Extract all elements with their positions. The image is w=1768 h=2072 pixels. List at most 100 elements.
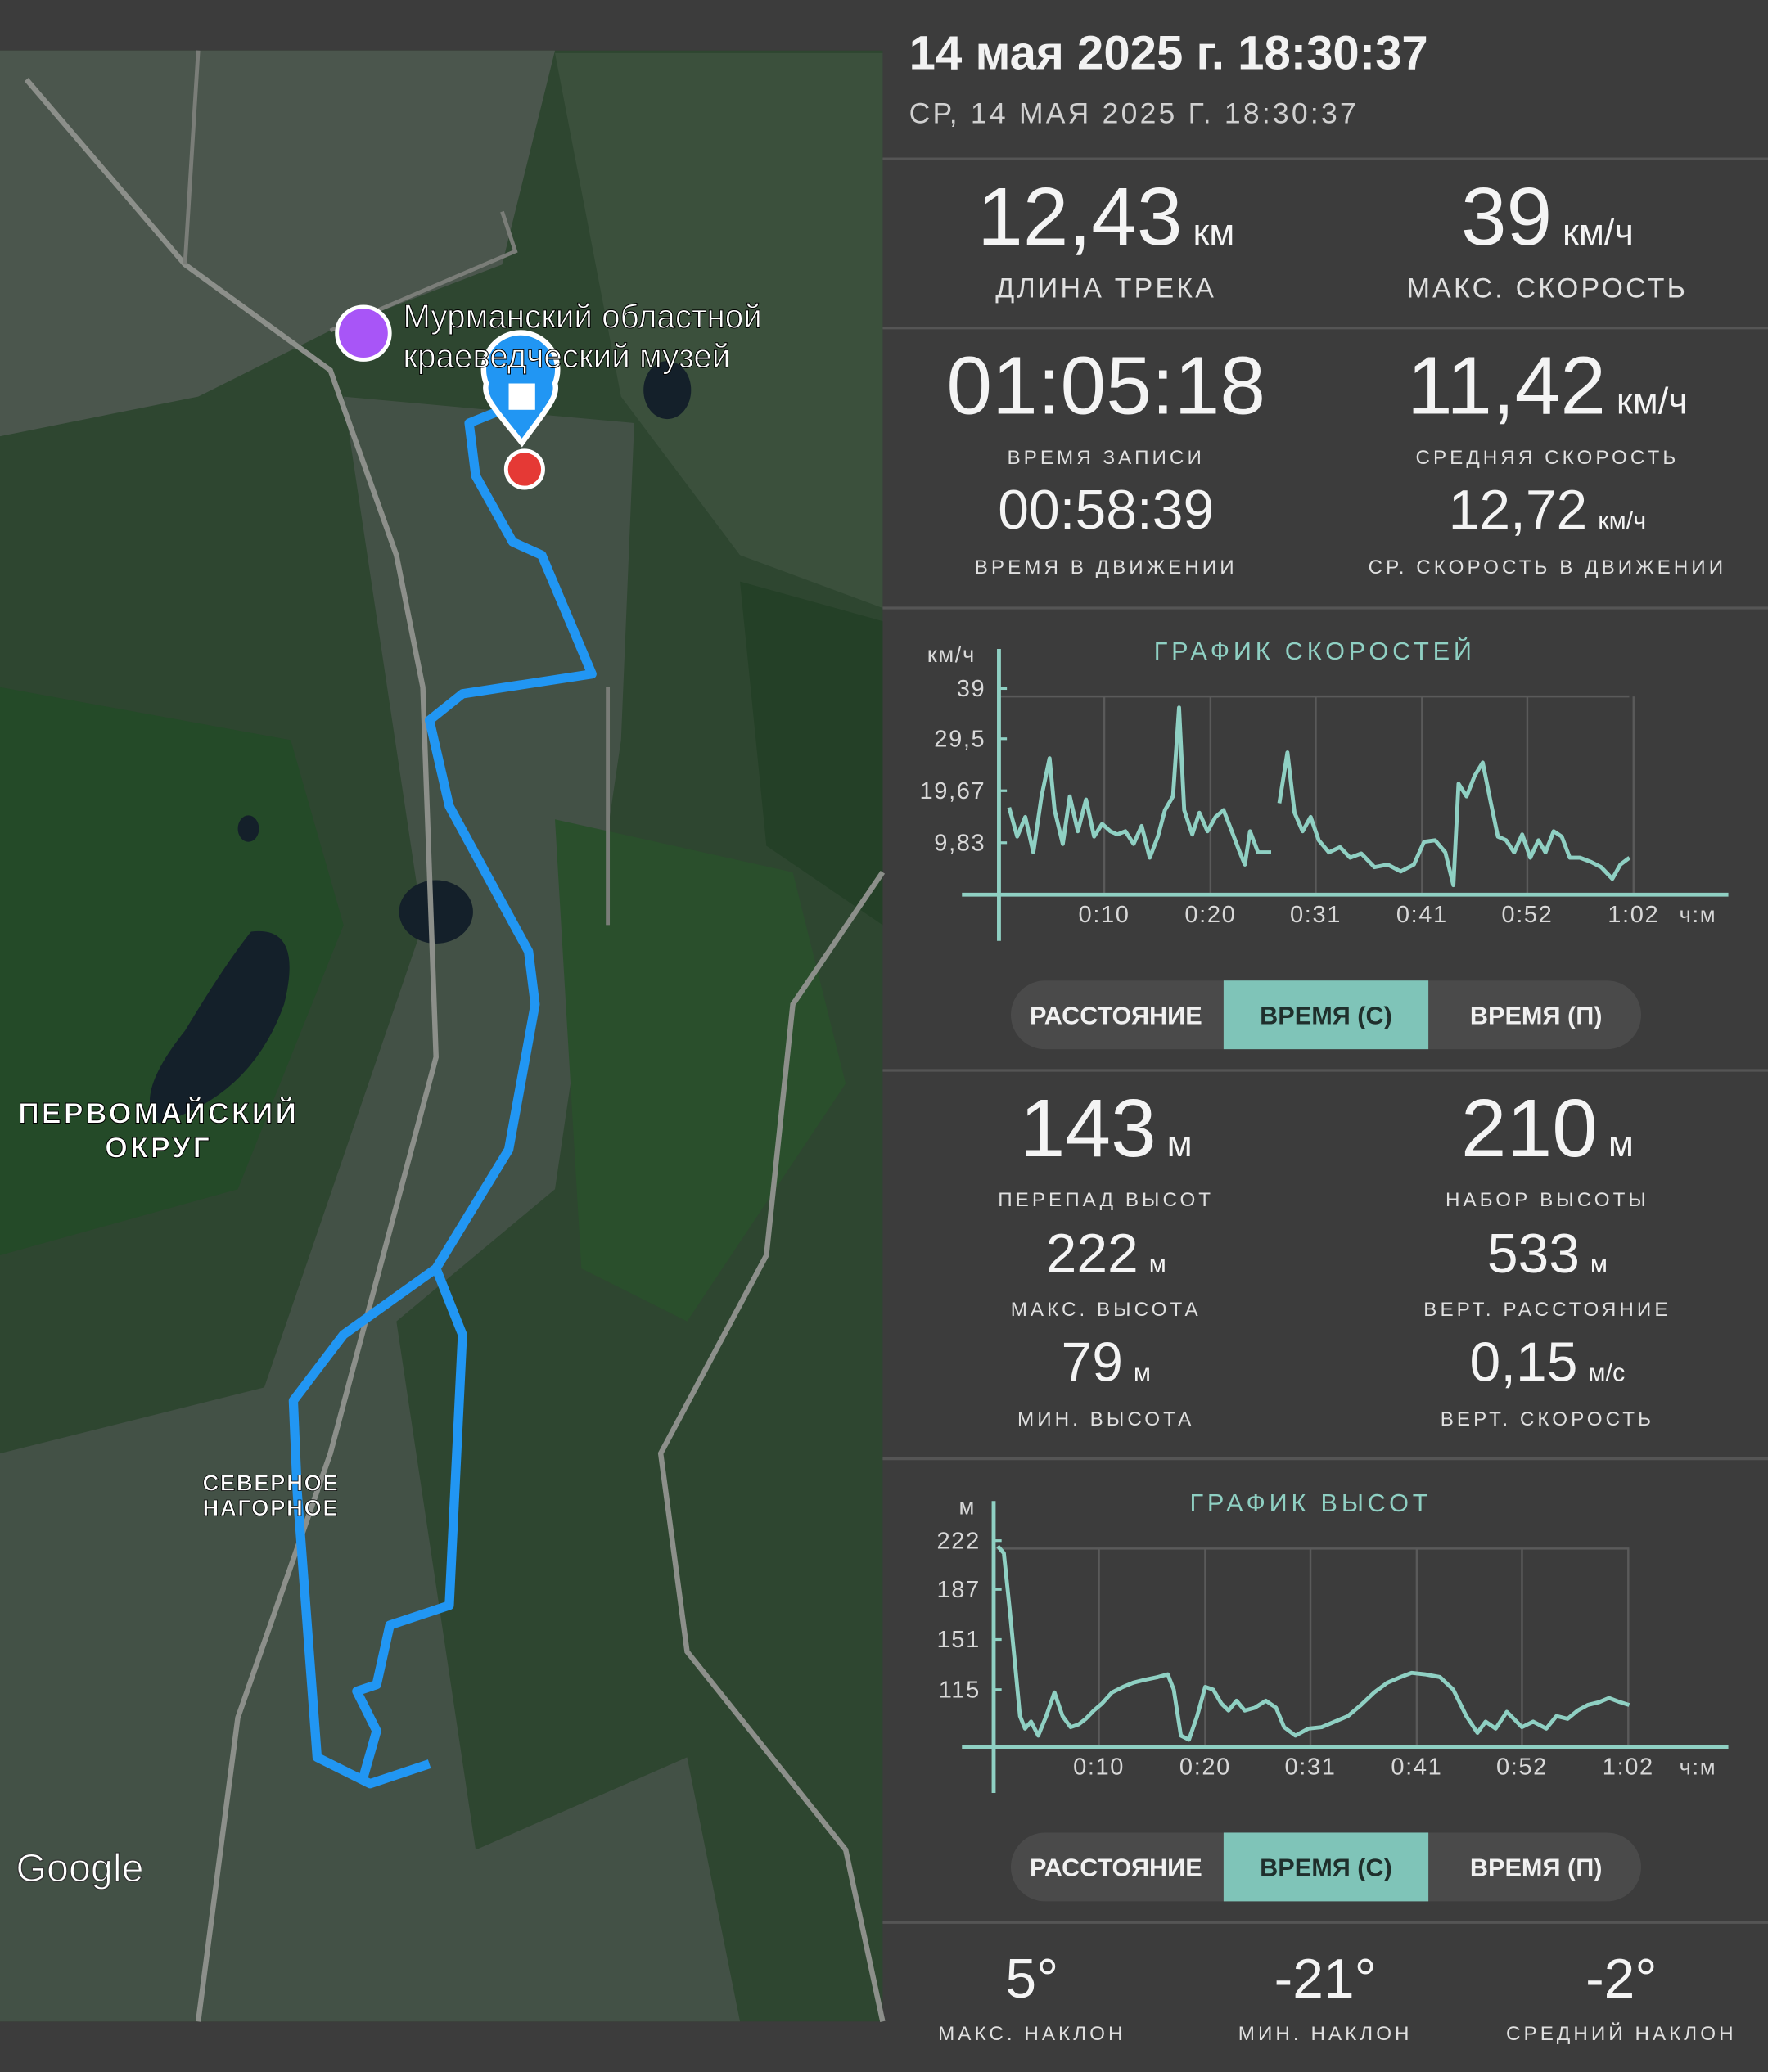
stat-value: 0,15 м/с	[1470, 1331, 1626, 1393]
stat-value: 222 м	[1046, 1223, 1166, 1285]
stat-unit: км	[1193, 211, 1234, 253]
x-tick-label: 0:10	[1079, 902, 1130, 928]
stat-label: СР. СКОРОСТЬ В ДВИЖЕНИИ	[1369, 556, 1727, 579]
stat-unit: км/ч	[1563, 211, 1634, 253]
chart-title: ГРАФИК ВЫСОТ	[1189, 1489, 1432, 1517]
stat-label: СРЕДНЯЯ СКОРОСТЬ	[1415, 447, 1679, 469]
urban-area	[0, 396, 741, 2022]
data-line	[1007, 705, 1631, 888]
x-tick-label: 1:02	[1608, 902, 1659, 928]
lake	[399, 880, 473, 944]
district-label: СЕВЕРНОЕ	[202, 1470, 339, 1495]
stat-number: 0,15	[1470, 1331, 1578, 1393]
segment-button[interactable]: ВРЕМЯ (П)	[1470, 1854, 1603, 1882]
y-tick-label: 19,67	[920, 778, 986, 804]
x-axis-label: ч:м	[1680, 902, 1717, 927]
stat-number: -2°	[1585, 1948, 1657, 2010]
end-marker[interactable]	[503, 448, 545, 490]
x-axis-label: ч:м	[1680, 1754, 1717, 1779]
stat-label: ДЛИНА ТРЕКА	[995, 273, 1216, 304]
chart-title: ГРАФИК СКОРОСТЕЙ	[1154, 636, 1476, 665]
stat-value: 5°	[1005, 1948, 1058, 2010]
lake	[237, 815, 259, 842]
stat-value: 11,42 км/ч	[1407, 340, 1688, 432]
stat-unit: м	[1149, 1250, 1166, 1278]
stat-number: 79	[1062, 1331, 1123, 1393]
stat-value: 12,43 км	[977, 171, 1234, 263]
x-tick-label: 0:20	[1179, 1754, 1231, 1780]
x-tick-label: 0:31	[1290, 902, 1342, 928]
road	[657, 871, 886, 2022]
y-tick-label: 29,5	[934, 726, 985, 752]
stat-number: 01:05:18	[946, 340, 1265, 432]
stat-value: -2°	[1585, 1948, 1657, 2010]
stat-value: 12,72 км/ч	[1449, 480, 1647, 541]
segment-button[interactable]: ВРЕМЯ (С)	[1260, 1854, 1392, 1882]
stat-unit: км/ч	[1617, 381, 1688, 422]
stat-label: МИН. НАКЛОН	[1238, 2023, 1413, 2045]
forest	[740, 581, 883, 926]
stat-value: 00:58:39	[998, 480, 1214, 541]
x-tick-label: 0:52	[1496, 1754, 1548, 1780]
poi-icon[interactable]	[335, 304, 392, 362]
start-marker-icon	[508, 383, 535, 410]
stat-label: СРЕДНИЙ НАКЛОН	[1506, 2022, 1737, 2045]
y-tick-label: 187	[937, 1577, 981, 1603]
stat-unit: м	[1590, 1250, 1608, 1278]
stat-label: ВЕРТ. РАССТОЯНИЕ	[1423, 1299, 1671, 1321]
segment-button[interactable]: РАССТОЯНИЕ	[1030, 1002, 1202, 1029]
stat-label: ВЕРТ. СКОРОСТЬ	[1441, 1408, 1654, 1430]
x-tick-label: 0:52	[1501, 902, 1553, 928]
y-axis-label: км/ч	[927, 642, 976, 667]
segment-button[interactable]: РАССТОЯНИЕ	[1030, 1854, 1202, 1882]
x-tick-label: 0:41	[1396, 902, 1448, 928]
stat-number: 143	[1020, 1083, 1157, 1174]
stat-label: ПЕРЕПАД ВЫСОТ	[998, 1189, 1214, 1211]
stat-value: 533 м	[1487, 1223, 1608, 1285]
x-tick-label: 0:31	[1285, 1754, 1337, 1780]
stat-value: 210 м	[1461, 1083, 1634, 1174]
stat-label: МАКС. СКОРОСТЬ	[1407, 273, 1688, 304]
district-label: ОКРУГ	[105, 1132, 212, 1164]
poi-label[interactable]: краеведческий музей	[403, 337, 731, 376]
y-tick-label: 222	[937, 1528, 981, 1554]
poi-label[interactable]: Мурманский областной	[403, 297, 762, 336]
stat-label: ВРЕМЯ ЗАПИСИ	[1008, 447, 1205, 469]
stat-number: 533	[1487, 1223, 1580, 1285]
district-label: ПЕРВОМАЙСКИЙ	[18, 1097, 299, 1130]
district-label: НАГОРНОЕ	[203, 1495, 340, 1520]
segment-button[interactable]: ВРЕМЯ (П)	[1470, 1002, 1603, 1029]
map[interactable]: Мурманский областной краеведческий музей…	[0, 50, 886, 2022]
track-route	[352, 1267, 467, 1779]
y-tick-label: 115	[939, 1677, 981, 1703]
y-tick-label: 151	[937, 1627, 981, 1653]
x-tick-label: 0:10	[1073, 1754, 1125, 1780]
road	[24, 78, 439, 2022]
stat-number: 5°	[1005, 1948, 1058, 2010]
urban-area	[555, 52, 883, 608]
page-subtitle: СР, 14 МАЯ 2025 Г. 18:30:37	[909, 97, 1359, 129]
stat-unit: м/с	[1588, 1358, 1625, 1386]
stat-label: МАКС. НАКЛОН	[938, 2023, 1125, 2045]
x-tick-label: 1:02	[1603, 1754, 1654, 1780]
stat-unit: км/ч	[1598, 507, 1646, 534]
stat-value: -21°	[1274, 1948, 1377, 2010]
stat-value: 39 км/ч	[1461, 171, 1634, 263]
track-route	[288, 392, 597, 1789]
stat-number: 11,42	[1407, 340, 1606, 432]
segment-selected	[1223, 980, 1429, 1050]
stat-value: 01:05:18	[946, 340, 1265, 432]
stat-unit: м	[1167, 1123, 1193, 1164]
urban-area	[0, 50, 556, 437]
forest	[555, 819, 846, 1322]
x-tick-label: 0:20	[1184, 902, 1236, 928]
stat-unit: м	[1608, 1123, 1634, 1164]
stat-number: 12,43	[977, 171, 1182, 263]
segment-button[interactable]: ВРЕМЯ (С)	[1260, 1002, 1392, 1029]
road	[183, 50, 611, 926]
stat-value: 143 м	[1020, 1083, 1193, 1174]
stat-value: 79 м	[1062, 1331, 1151, 1393]
stat-number: -21°	[1274, 1948, 1377, 2010]
